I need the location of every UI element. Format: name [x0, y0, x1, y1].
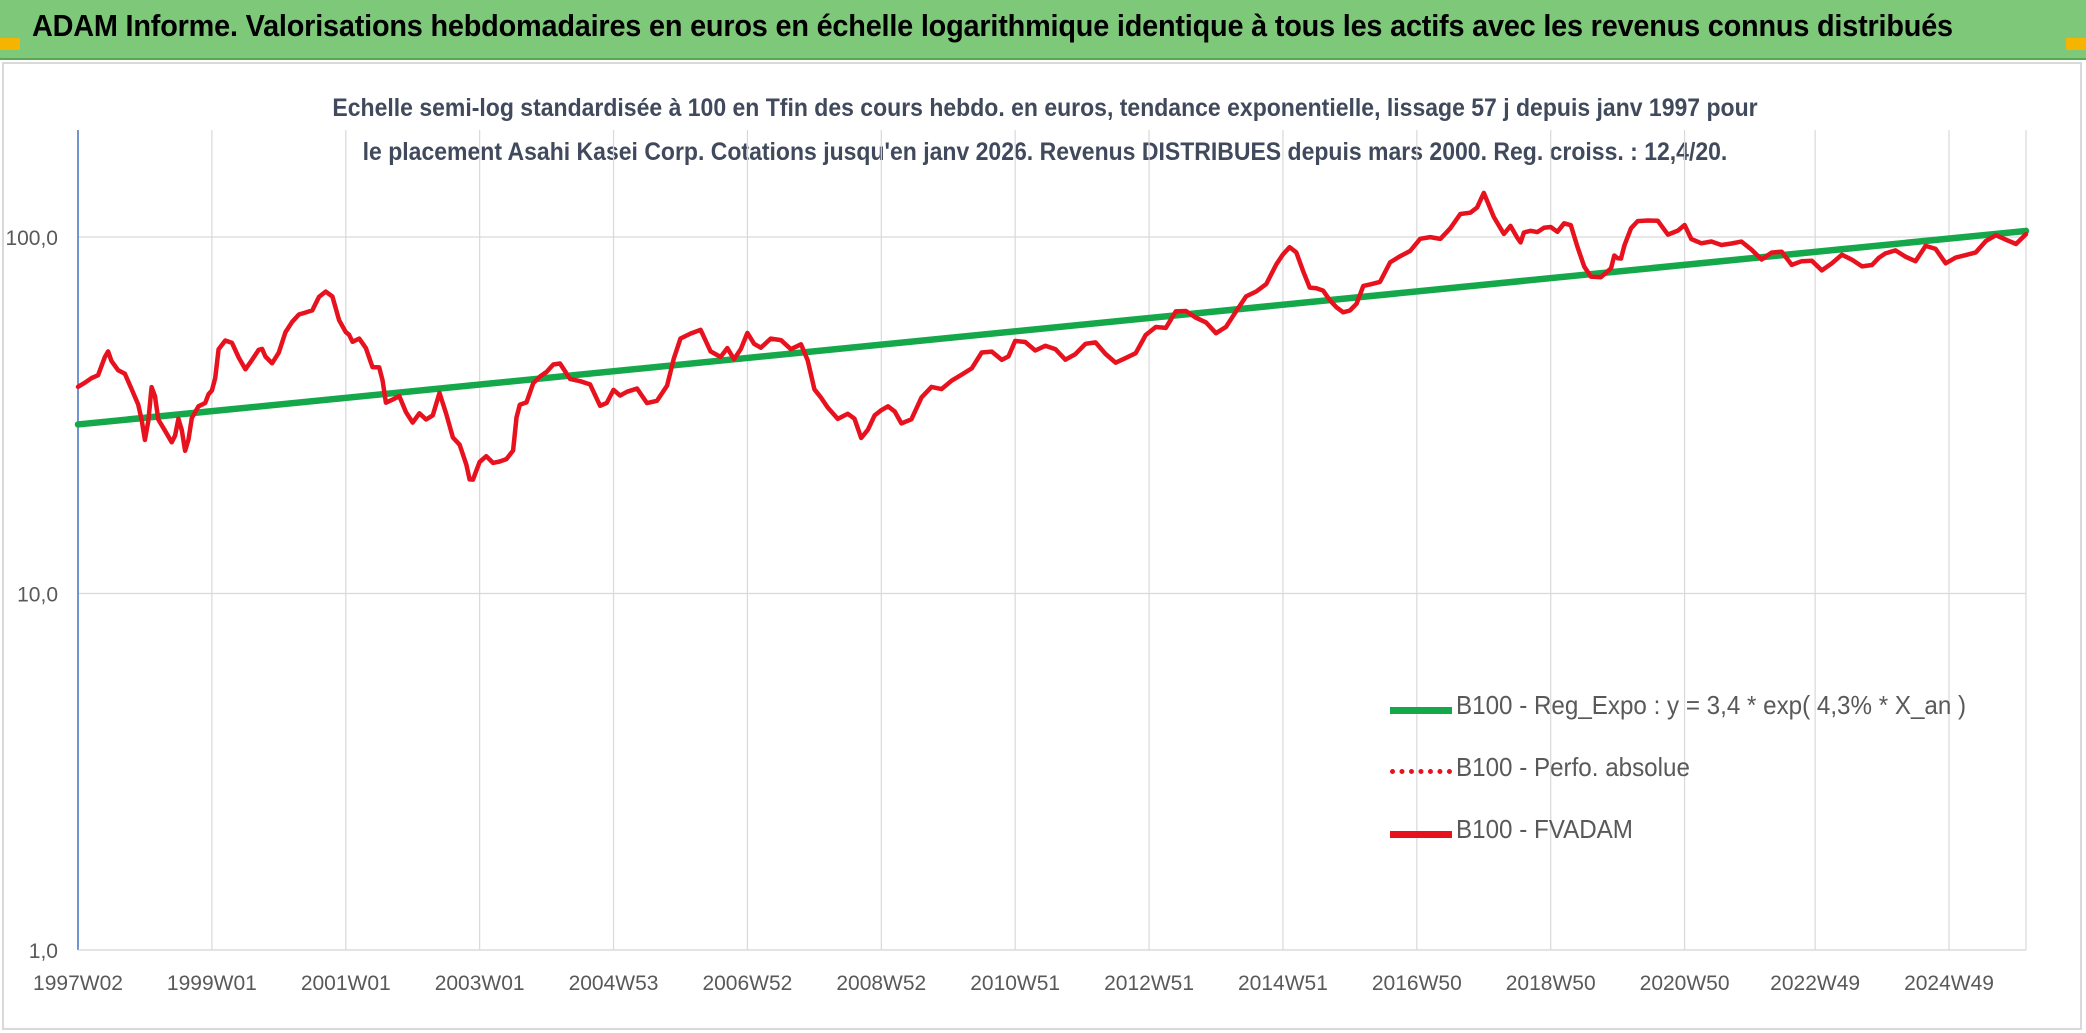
- x-tick-label: 2024W49: [1904, 972, 1994, 995]
- legend-swatch-reg-expo: [1390, 707, 1452, 714]
- x-tick-label: 2012W51: [1104, 972, 1194, 995]
- x-tick-label: 2010W51: [970, 972, 1060, 995]
- legend-label-reg-expo: B100 - Reg_Expo : y = 3,4 * exp( 4,3% * …: [1456, 690, 1967, 720]
- chart-grid: [78, 130, 2027, 951]
- chart-axes: [77, 130, 2026, 951]
- chart-title: Echelle semi-log standardisée à 100 en T…: [332, 94, 1758, 166]
- corner-accent-left: [0, 38, 20, 50]
- y-tick-label: 100,0: [5, 227, 58, 250]
- x-tick-label: 2003W01: [435, 972, 525, 995]
- report-title: ADAM Informe. Valorisations hebdomadaire…: [32, 8, 1953, 43]
- legend-item-fvadam: B100 - FVADAM: [1390, 808, 1990, 870]
- x-tick-label: 2001W01: [301, 972, 391, 995]
- series-fvadam-line: [75, 190, 2029, 482]
- x-tick-label: 2004W53: [569, 972, 659, 995]
- x-tick-label: 2020W50: [1640, 972, 1730, 995]
- chart-legend: B100 - Reg_Expo : y = 3,4 * exp( 4,3% * …: [1390, 684, 1990, 870]
- y-tick-label: 10,0: [17, 584, 58, 607]
- legend-label-fvadam: B100 - FVADAM: [1456, 814, 1633, 844]
- x-tick-label: 1999W01: [167, 972, 257, 995]
- legend-label-perfo-absolue: B100 - Perfo. absolue: [1456, 752, 1690, 782]
- tick-labels: 1,0 10,0 100,0 1997W02 1999W01 2001W01 2003W01…: [5, 227, 1994, 995]
- x-tick-label: 2006W52: [702, 972, 792, 995]
- chart-frame: [2, 62, 2082, 1030]
- legend-swatch-perfo-absolue: [1390, 769, 1452, 774]
- series-reg-expo-line: [74, 227, 2030, 428]
- x-tick-label: 1997W02: [33, 972, 123, 995]
- legend-swatch-fvadam: [1390, 831, 1452, 838]
- chart-series: [74, 190, 2030, 482]
- legend-item-reg-expo: B100 - Reg_Expo : y = 3,4 * exp( 4,3% * …: [1390, 684, 1990, 746]
- x-tick-label: 2014W51: [1238, 972, 1328, 995]
- x-tick-label: 2008W52: [836, 972, 926, 995]
- legend-item-perfo-absolue: B100 - Perfo. absolue: [1390, 746, 1990, 808]
- corner-accent-right: [2066, 38, 2086, 50]
- x-tick-label: 2018W50: [1506, 972, 1596, 995]
- y-tick-label: 1,0: [29, 940, 58, 963]
- x-tick-label: 2022W49: [1770, 972, 1860, 995]
- x-tick-label: 2016W50: [1372, 972, 1462, 995]
- report-header: ADAM Informe. Valorisations hebdomadaire…: [0, 0, 2086, 60]
